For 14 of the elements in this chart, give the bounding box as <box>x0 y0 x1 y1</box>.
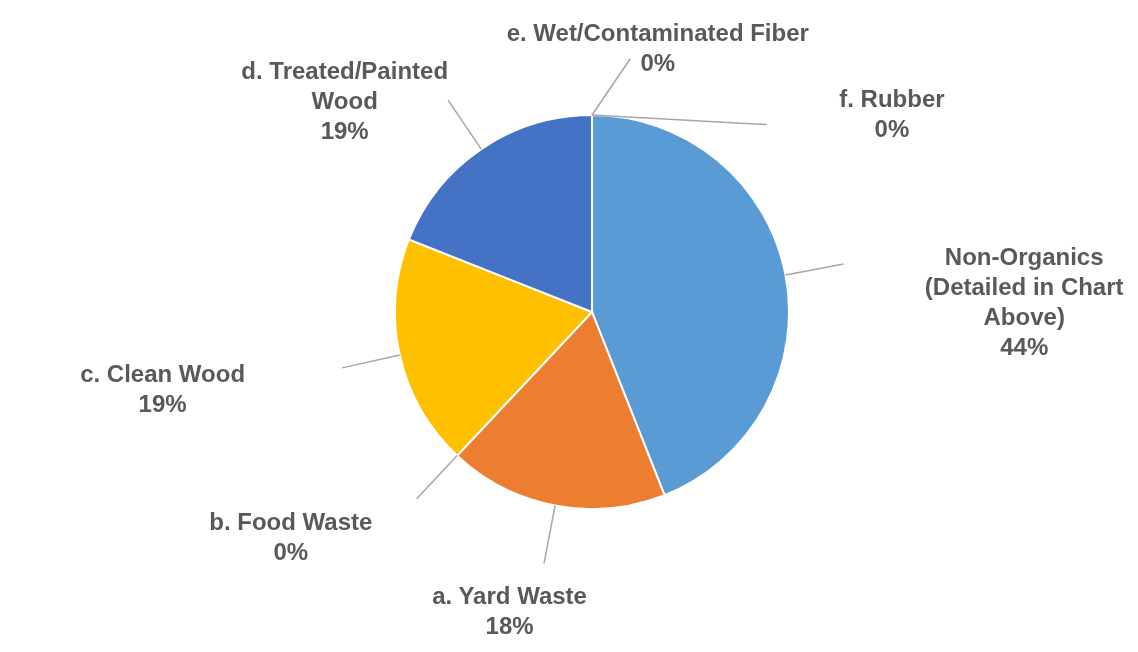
data-label: 18% <box>485 611 534 639</box>
text: 0% <box>273 538 309 566</box>
data-label: 19% <box>320 117 369 145</box>
text: 0% <box>874 114 910 142</box>
slice-label: c. Clean Wood <box>80 360 246 388</box>
data-label: 44% <box>1000 332 1049 360</box>
slice-label: a. Yard Waste <box>432 581 587 609</box>
slice-label: Non-Organics (Detailed in Chart Above) <box>924 242 1124 330</box>
category-label: f. Rubber <box>839 84 945 112</box>
slice-label: d. Treated/Painted Wood <box>241 57 449 115</box>
data-label: 19% <box>138 390 187 418</box>
category-label: e. Wet/Contaminated Fiber <box>506 19 809 46</box>
text: 0% <box>640 49 676 76</box>
category-label: b. Food Waste <box>209 508 373 536</box>
